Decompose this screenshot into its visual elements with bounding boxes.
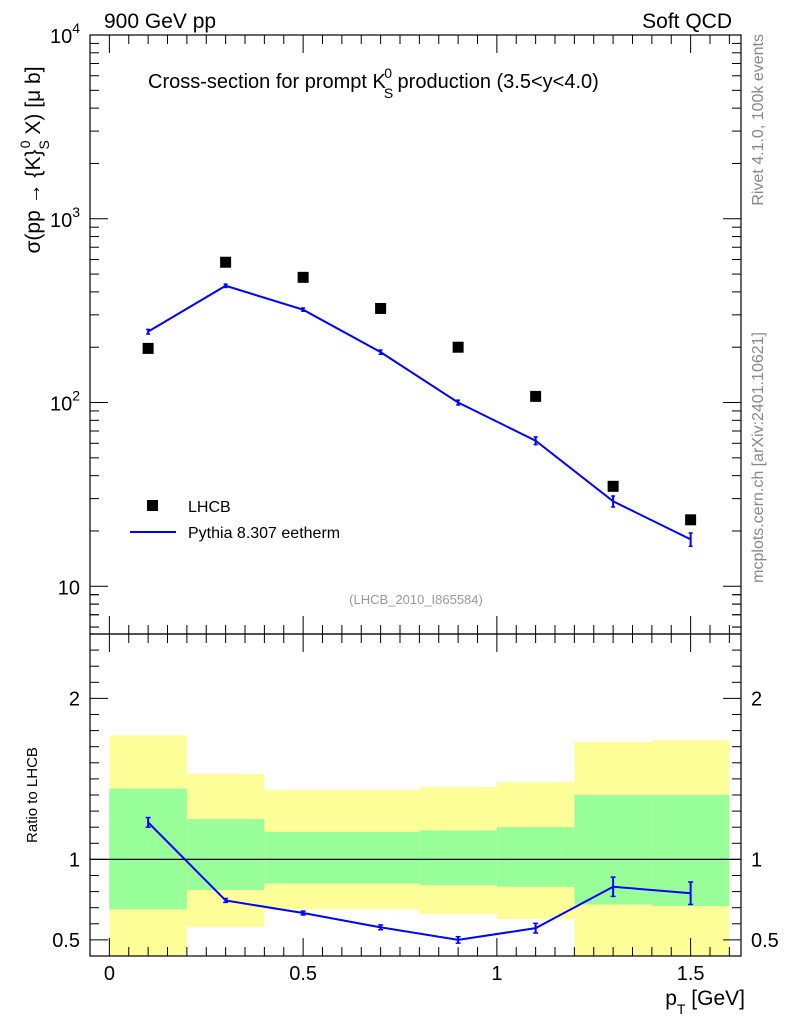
- data-point: [220, 256, 232, 268]
- ratio-xtick-label-2: 1: [491, 963, 502, 985]
- ratio-ytick-label-right-2: 2: [751, 688, 762, 710]
- header-left: 900 GeV pp: [104, 10, 216, 33]
- header-right: Soft QCD: [642, 10, 732, 33]
- mcplots-label: mcplots.cern.ch [arXiv:2401.10621]: [750, 332, 767, 583]
- ratio-panel: 0.5 0.5 1 1 2 2 0 0.5 1 1.5 Ratio to LHCB pT [GeV…: [24, 633, 779, 1017]
- rivet-label: Rivet 4.1.0, 100k events: [750, 34, 767, 206]
- main-ylabel: σ(pp → {K}S0 X) [μ b]: [17, 66, 52, 253]
- main-panel: 10 102 103 104 Cross-section for prompt KS0…: [17, 20, 742, 635]
- ratio-ytick-label-left-1: 1: [69, 849, 80, 871]
- ratio-series: [90, 816, 741, 944]
- main-title: Cross-section for prompt KS0 production …: [148, 65, 599, 101]
- ratio-ytick-label-right-0: 0.5: [751, 930, 779, 952]
- main-ytick-label-3: 104: [50, 20, 80, 48]
- analysis-watermark: (LHCB_2010_I865584): [349, 592, 483, 607]
- ratio-xlabel: pT [GeV]: [665, 987, 745, 1017]
- legend-label-pythia: Pythia 8.307 eetherm: [188, 525, 340, 542]
- ratio-xtick-label-1: 0.5: [289, 963, 317, 985]
- ratio-ticks: 0.5 0.5 1 1 2 2 0 0.5 1 1.5: [52, 633, 779, 985]
- ratio-bands: [109, 735, 730, 956]
- ratio-ylabel: Ratio to LHCB: [24, 747, 41, 843]
- ratio-ytick-label-right-1: 1: [751, 849, 762, 871]
- legend-label-lhcb: LHCB: [188, 499, 231, 516]
- legend: LHCB Pythia 8.307 eetherm: [130, 499, 340, 542]
- data-point: [452, 341, 464, 353]
- main-ticks: 10 102 103 104: [50, 20, 741, 634]
- main-ytick-label-2: 103: [50, 204, 80, 232]
- main-series: [142, 256, 697, 548]
- data-point: [297, 271, 309, 283]
- ratio-frame: [89, 633, 742, 957]
- data-point: [685, 514, 697, 526]
- band-green-4: [496, 827, 575, 887]
- data-point: [375, 302, 387, 314]
- ratio-ytick-label-left-2: 2: [69, 688, 80, 710]
- main-ytick-label-1: 102: [50, 388, 80, 416]
- main-ytick-label-0: 10: [58, 577, 80, 599]
- data-point: [607, 480, 619, 492]
- band-green-2: [264, 832, 420, 884]
- ratio-ytick-label-left-0: 0.5: [52, 930, 80, 952]
- ratio-xtick-label-3: 1.5: [677, 963, 705, 985]
- main-frame: [89, 34, 742, 635]
- ratio-xtick-label-0: 0: [104, 963, 115, 985]
- data-point: [142, 342, 154, 354]
- legend-marker-lhcb: [147, 500, 158, 511]
- mc-line: [147, 284, 692, 541]
- band-green-3: [419, 830, 497, 886]
- band-green-1: [186, 819, 265, 890]
- ratio-line: [147, 821, 691, 941]
- data-point: [530, 390, 542, 402]
